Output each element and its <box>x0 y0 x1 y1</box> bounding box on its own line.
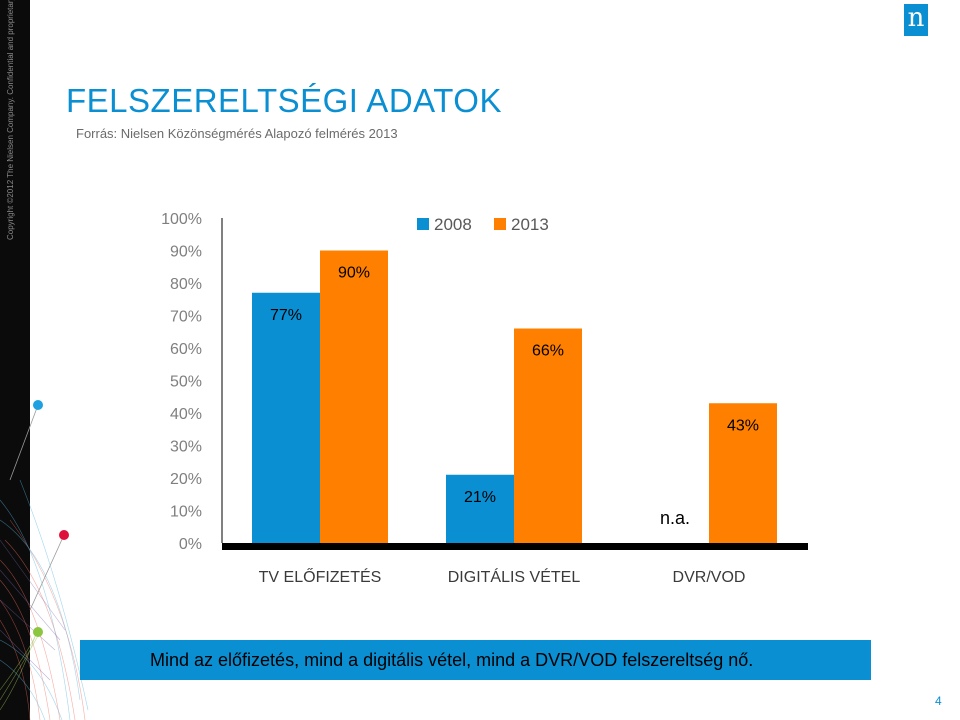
legend-label: 2008 <box>434 215 472 234</box>
x-category-label: DIGITÁLIS VÉTEL <box>448 567 581 586</box>
data-label: 21% <box>464 489 496 506</box>
nielsen-logo: n <box>904 4 928 36</box>
legend-swatch-2008 <box>417 218 429 230</box>
data-label: 43% <box>727 417 759 434</box>
bar-chart: 0% 10% 20% 30% 40% 50% 60% 70% 80% 90% 100% 77% 90%… <box>161 211 808 586</box>
page-title: FELSZERELTSÉGI ADATOK <box>66 82 502 119</box>
bar-2013-1 <box>320 250 388 543</box>
y-tick-label: 10% <box>170 504 202 521</box>
source-note: Forrás: Nielsen Közönségmérés Alapozó fe… <box>76 126 398 141</box>
data-label-na: n.a. <box>660 508 690 528</box>
bar-2008-2 <box>446 474 514 543</box>
x-axis-baseline <box>222 543 808 550</box>
y-tick-label: 20% <box>170 471 202 488</box>
y-tick-label: 50% <box>170 374 202 391</box>
legend-swatch-2013 <box>494 218 506 230</box>
page-number: 4 <box>935 694 942 708</box>
x-category-label: TV ELŐFIZETÉS <box>259 567 382 586</box>
legend: 2008 2013 <box>417 215 549 234</box>
bars <box>252 250 777 543</box>
y-tick-label: 100% <box>161 211 202 228</box>
data-labels: 77% 90% 21% 66% n.a. 43% <box>270 265 759 529</box>
y-axis: 0% 10% 20% 30% 40% 50% 60% 70% 80% 90% 100% <box>161 211 202 553</box>
y-tick-label: 90% <box>170 244 202 261</box>
y-tick-label: 0% <box>179 536 202 553</box>
left-strip: Copyright ©2012 The Nielsen Company. Con… <box>0 0 30 720</box>
y-tick-label: 40% <box>170 406 202 423</box>
bar-2008-1 <box>252 292 320 543</box>
footer-banner <box>80 640 871 680</box>
y-tick-label: 30% <box>170 439 202 456</box>
y-tick-label: 60% <box>170 341 202 358</box>
x-category-label: DVR/VOD <box>673 569 746 586</box>
data-label: 77% <box>270 307 302 324</box>
data-label: 90% <box>338 265 370 282</box>
data-label: 66% <box>532 343 564 360</box>
bar-2013-3 <box>709 403 777 543</box>
legend-label: 2013 <box>511 215 549 234</box>
y-tick-label: 80% <box>170 276 202 293</box>
bar-2013-2 <box>514 328 582 543</box>
y-tick-label: 70% <box>170 309 202 326</box>
x-axis-labels: TV ELŐFIZETÉS DIGITÁLIS VÉTEL DVR/VOD <box>259 567 746 586</box>
footer-message: Mind az előfizetés, mind a digitális vét… <box>150 650 754 670</box>
